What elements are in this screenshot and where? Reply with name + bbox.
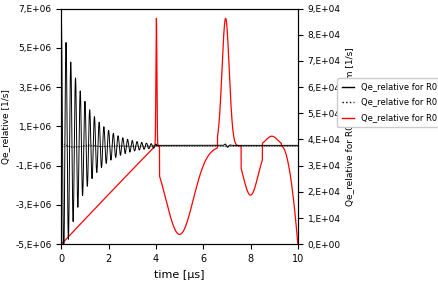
X-axis label: time [μs]: time [μs] — [154, 270, 205, 279]
Y-axis label: Qe_relative for R01 = 100 μm [1/s]: Qe_relative for R01 = 100 μm [1/s] — [346, 47, 355, 206]
Legend: Qe_relative for R01 = 1 μm, Qe_relative for R01 = 10 μm, Qe_relative for R01 = 1: Qe_relative for R01 = 1 μm, Qe_relative … — [338, 78, 438, 127]
Y-axis label: Qe_relative [1/s]: Qe_relative [1/s] — [1, 89, 10, 164]
